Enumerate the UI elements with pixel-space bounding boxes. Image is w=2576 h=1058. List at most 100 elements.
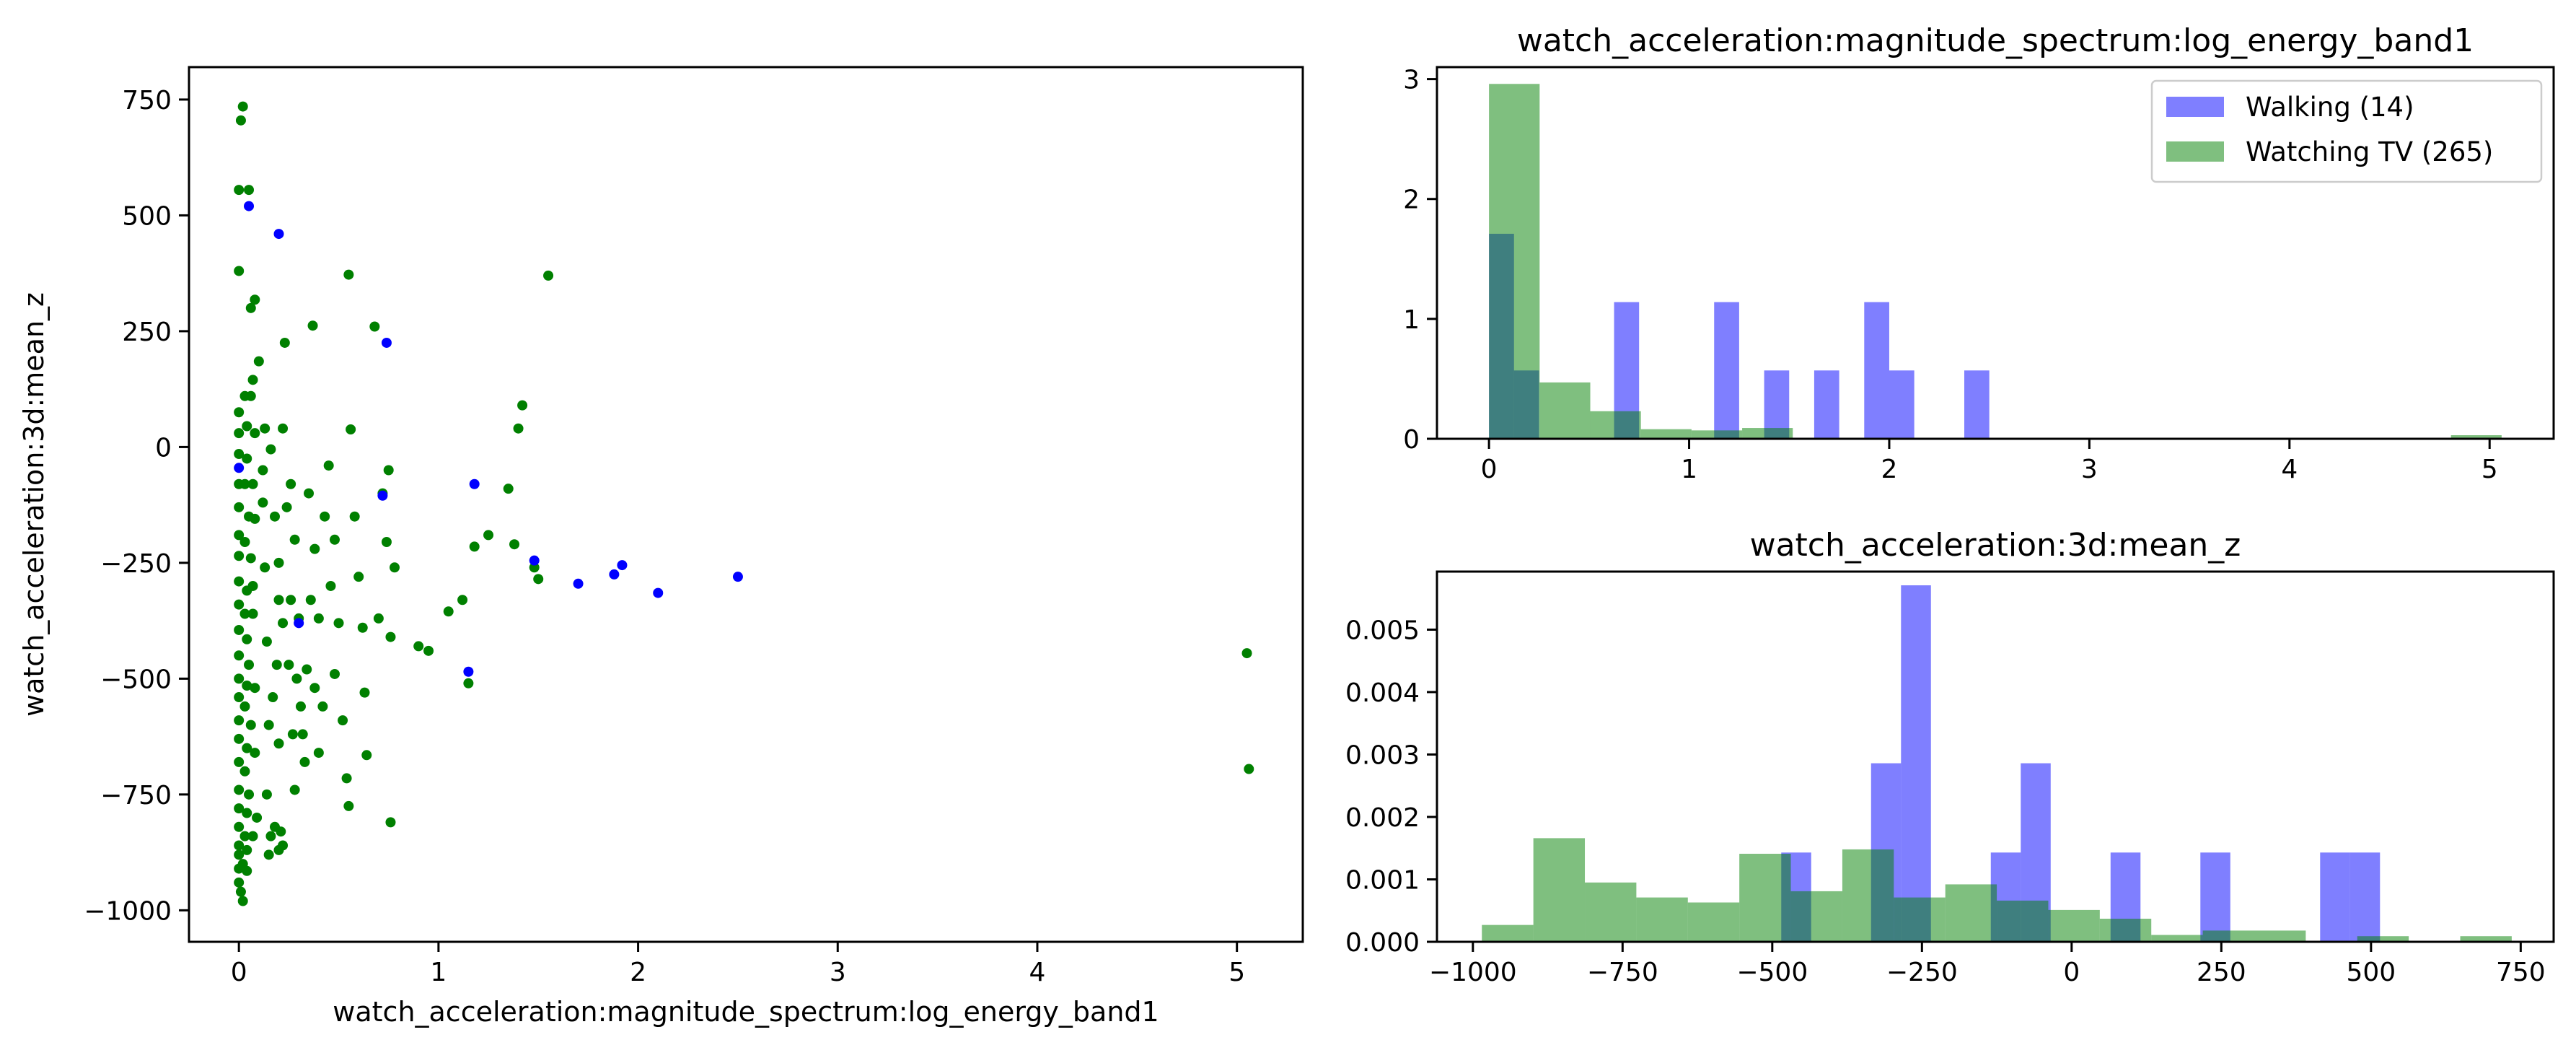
scatter-point-watching [279, 337, 290, 348]
scatter-point-watching [278, 423, 289, 434]
scatter-point-watching [242, 681, 252, 691]
scatter-point-watching [281, 502, 292, 512]
scatter-point-watching [457, 595, 468, 605]
x-tick-label: 250 [2197, 958, 2246, 987]
histogram-bar-watching [1739, 854, 1791, 942]
y-tick-label: 0 [155, 433, 172, 463]
x-tick-label: 3 [830, 958, 846, 987]
x-tick-label: −1000 [1429, 958, 1517, 987]
histogram-bar-watching [1482, 924, 1534, 942]
y-tick-label: 0.005 [1345, 616, 1420, 645]
y-tick-label: 3 [1403, 66, 1420, 95]
scatter-point-watching [245, 553, 256, 564]
scatter-point-watching [247, 831, 258, 841]
scatter-point-watching [239, 608, 250, 619]
scatter-point-watching [317, 701, 328, 712]
scatter-point-watching [234, 530, 245, 541]
meanz-histogram-y-ticks: 0.000 0.001 0.002 0.003 0.004 0.005 [1345, 616, 1437, 958]
scatter-point-walking [463, 666, 474, 677]
scatter-point-watching [1244, 764, 1254, 774]
scatter-point-watching [381, 536, 392, 547]
scatter-point-watching [247, 580, 258, 591]
scatter-point-walking [653, 587, 664, 598]
scatter-point-watching [252, 812, 263, 823]
x-tick-label: 4 [1029, 958, 1046, 987]
x-tick-label: 1 [1681, 455, 1697, 484]
scatter-point-watching [247, 478, 258, 489]
scatter-point-watching [463, 678, 474, 688]
scatter-point-watching [385, 631, 396, 642]
scatter-point-watching [245, 302, 256, 313]
scatter-marks [234, 101, 1254, 906]
scatter-point-watching [295, 701, 306, 712]
scatter-point-watching [258, 497, 268, 508]
histogram-bar-watching [2357, 936, 2409, 942]
y-tick-label: −750 [100, 781, 172, 810]
scatter-point-watching [423, 645, 434, 656]
scatter-point-watching [283, 660, 294, 670]
scatter-point-watching [250, 513, 260, 524]
scatter-point-watching [253, 356, 264, 367]
scatter-y-ticks: −1000 −750 −500 −250 0 250 500 750 [84, 86, 189, 926]
scatter-point-watching [517, 400, 528, 411]
scatter-point-watching [247, 608, 258, 619]
scatter-point-watching [383, 465, 394, 476]
scatter-point-watching [529, 562, 540, 573]
x-tick-label: 750 [2496, 958, 2546, 987]
histogram-bar-watching [1997, 900, 2049, 942]
scatter-point-watching [234, 576, 245, 587]
scatter-point-watching [235, 886, 246, 897]
scatter-point-watching [234, 266, 245, 276]
y-tick-label: −250 [100, 549, 172, 579]
scatter-x-ticks: 0 1 2 3 4 5 [231, 942, 1245, 987]
scatter-point-watching [503, 484, 514, 494]
histogram-bar-watching [1539, 382, 1591, 439]
x-tick-label: −500 [1736, 958, 1808, 987]
scatter-point-watching [261, 637, 272, 647]
histogram-bar-watching [1945, 884, 1997, 942]
histogram-bar-walking [1901, 585, 1931, 942]
scatter-point-watching [343, 800, 354, 811]
histogram-bar-watching [2254, 930, 2306, 942]
y-tick-label: 0.004 [1345, 678, 1420, 708]
scatter-point-watching [244, 660, 255, 670]
histogram-bar-watching [2202, 930, 2254, 942]
scatter-point-walking [244, 201, 255, 211]
scatter-point-watching [287, 729, 298, 740]
scatter-point-watching [353, 572, 364, 582]
histogram-bar-watching [2450, 435, 2502, 439]
histogram-bar-watching [1489, 84, 1540, 440]
scatter-point-watching [373, 613, 384, 624]
scatter-point-walking [469, 478, 480, 489]
scatter-point-watching [261, 789, 272, 800]
scatter-point-walking [381, 337, 392, 348]
scatter-point-watching [237, 101, 248, 112]
scatter-point-watching [242, 453, 252, 464]
scatter-point-watching [346, 424, 356, 435]
y-tick-label: 0.002 [1345, 803, 1420, 833]
scatter-point-watching [390, 562, 400, 573]
scatter-point-watching [369, 321, 380, 332]
x-tick-label: 4 [2281, 455, 2298, 484]
histogram-bar-walking [1714, 302, 1739, 439]
scatter-point-walking [617, 560, 628, 571]
x-tick-label: −250 [1886, 958, 1958, 987]
scatter-point-watching [250, 428, 260, 439]
y-tick-label: 750 [122, 86, 172, 115]
scatter-point-watching [250, 748, 260, 758]
scatter-point-watching [239, 766, 250, 777]
scatter-point-watching [265, 444, 276, 455]
x-tick-label: 500 [2346, 958, 2396, 987]
scatter-point-watching [483, 530, 494, 541]
energy-histogram-axes-frame [1436, 66, 2555, 440]
scatter-point-watching [242, 865, 252, 876]
histogram-bar-watching [1691, 430, 1743, 439]
histogram-bar-watching [1585, 882, 1637, 942]
energy-histogram-x-ticks: 0 1 2 3 4 5 [1481, 439, 2498, 484]
scatter-point-watching [343, 269, 354, 280]
x-tick-label: −750 [1587, 958, 1658, 987]
scatter-point-watching [1241, 648, 1252, 659]
scatter-point-watching [234, 692, 245, 703]
scatter-point-watching [234, 756, 245, 767]
histogram-bar-watching [1640, 429, 1692, 439]
